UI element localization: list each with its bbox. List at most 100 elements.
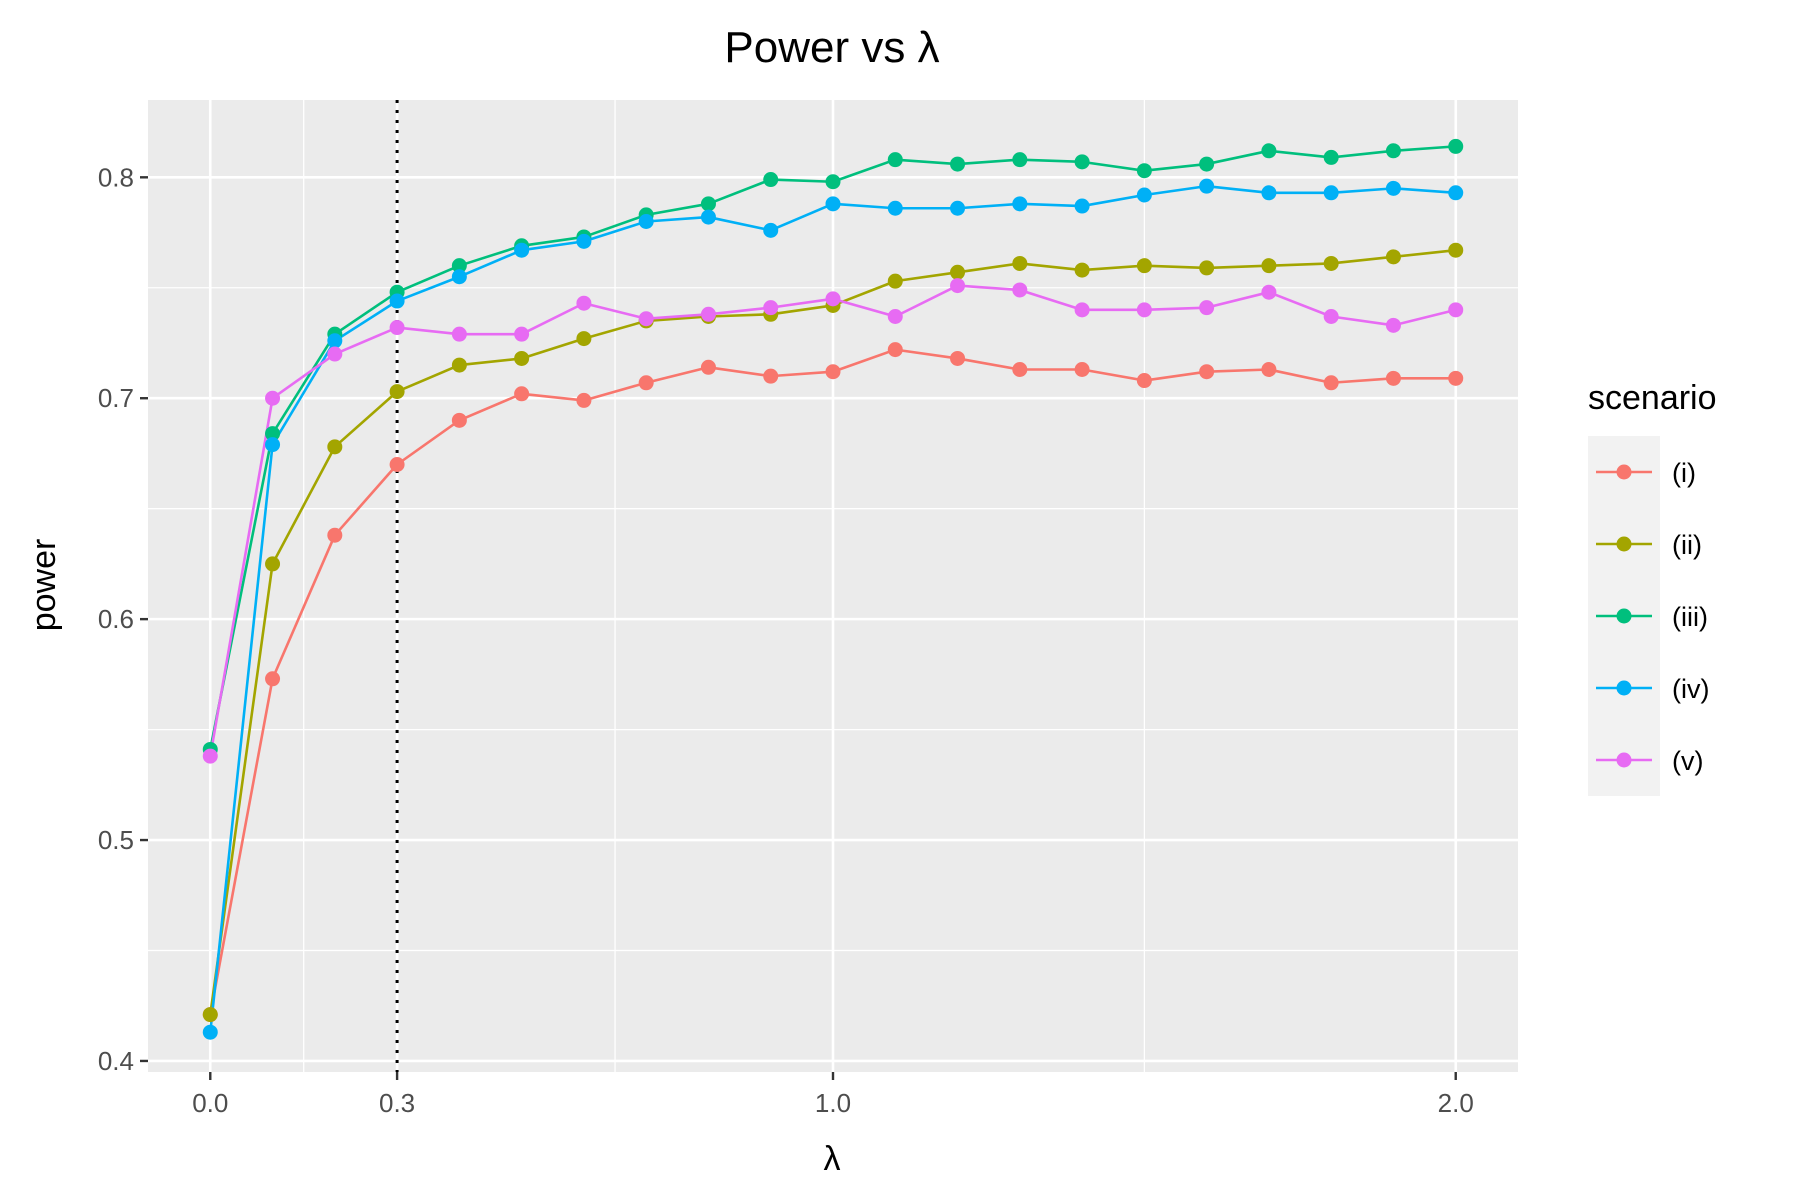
- data-point-iii: [1448, 138, 1464, 154]
- data-point-i: [1385, 370, 1401, 386]
- x-axis-label: λ: [824, 1140, 841, 1178]
- data-point-v: [514, 326, 530, 342]
- data-point-v: [1448, 302, 1464, 318]
- legend: scenario (i) (ii) (iii) (iv) (v): [1588, 379, 1717, 796]
- data-point-iii: [887, 152, 903, 168]
- y-tick-label: 0.7: [98, 383, 134, 413]
- legend-label: (iv): [1672, 674, 1709, 704]
- data-point-iii: [700, 196, 716, 212]
- legend-title: scenario: [1588, 379, 1717, 417]
- data-point-ii: [202, 1007, 218, 1023]
- x-tick-label: 0.0: [192, 1088, 228, 1118]
- data-point-v: [1323, 308, 1339, 324]
- data-point-iv: [700, 209, 716, 225]
- data-point-v: [700, 306, 716, 322]
- legend-label: (i): [1672, 458, 1696, 488]
- data-point-i: [763, 368, 779, 384]
- data-point-i: [265, 671, 281, 687]
- data-point-iv: [1199, 178, 1215, 194]
- data-point-iii: [1199, 156, 1215, 172]
- data-point-v: [202, 748, 218, 764]
- data-point-i: [389, 457, 405, 472]
- data-point-v: [451, 326, 467, 342]
- y-tick-label: 0.8: [98, 162, 134, 192]
- data-point-ii: [1385, 249, 1401, 265]
- data-point-iv: [825, 196, 841, 212]
- data-point-ii: [1448, 242, 1464, 258]
- legend-items: (i) (ii) (iii) (iv) (v): [1596, 458, 1709, 776]
- data-point-iv: [1323, 185, 1339, 201]
- data-point-ii: [389, 384, 405, 400]
- data-point-v: [825, 291, 841, 307]
- legend-item-ii: (ii): [1596, 530, 1702, 560]
- data-point-i: [514, 386, 530, 402]
- data-point-iii: [1323, 149, 1339, 165]
- x-tick-label: 2.0: [1438, 1088, 1474, 1118]
- data-point-ii: [1199, 260, 1215, 276]
- data-point-i: [1136, 373, 1152, 389]
- data-point-iv: [327, 333, 343, 349]
- data-point-i: [638, 375, 654, 391]
- data-point-iii: [451, 258, 467, 274]
- data-point-iii: [1385, 143, 1401, 159]
- axis-tick-labels: 0.0 0.3 1.0 2.0 0.4 0.5 0.6 0.7 0.8: [98, 162, 1474, 1118]
- data-point-v: [1199, 300, 1215, 316]
- data-point-i: [327, 527, 343, 543]
- data-point-v: [638, 311, 654, 327]
- y-tick-label: 0.6: [98, 604, 134, 634]
- data-point-ii: [451, 357, 467, 373]
- data-point-iv: [1448, 185, 1464, 201]
- data-point-v: [1261, 284, 1277, 300]
- data-point-v: [576, 295, 592, 311]
- data-point-iv: [451, 269, 467, 285]
- data-point-iv: [950, 200, 966, 216]
- data-point-v: [265, 390, 281, 406]
- data-point-iv: [576, 233, 592, 249]
- legend-item-v: (v): [1596, 746, 1703, 776]
- chart-title: Power vs λ: [724, 23, 939, 72]
- data-point-iv: [887, 200, 903, 216]
- data-point-ii: [265, 556, 281, 572]
- axis-ticks: [140, 176, 1457, 1080]
- data-point-i: [451, 412, 467, 428]
- legend-key-point: [1616, 680, 1632, 696]
- x-tick-label: 0.3: [379, 1088, 415, 1118]
- data-point-i: [1199, 364, 1215, 380]
- data-point-iii: [265, 426, 281, 442]
- data-point-iii: [1136, 163, 1152, 179]
- data-point-ii: [1136, 258, 1152, 274]
- data-point-v: [887, 308, 903, 324]
- data-point-v: [1385, 317, 1401, 333]
- data-point-iii: [950, 156, 966, 172]
- data-point-iv: [1385, 180, 1401, 196]
- y-tick-label: 0.4: [98, 1046, 134, 1076]
- data-point-ii: [887, 273, 903, 289]
- data-point-iii: [1074, 154, 1090, 170]
- data-point-i: [576, 392, 592, 408]
- data-point-ii: [514, 350, 530, 366]
- data-point-iv: [514, 242, 530, 258]
- data-point-iii: [763, 172, 779, 188]
- legend-key-point: [1616, 752, 1632, 768]
- data-point-iv: [1012, 196, 1028, 212]
- data-point-v: [950, 278, 966, 294]
- data-point-ii: [950, 264, 966, 280]
- y-tick-label: 0.5: [98, 825, 134, 855]
- data-point-v: [763, 300, 779, 316]
- legend-key-point: [1616, 536, 1632, 552]
- legend-label: (iii): [1672, 602, 1708, 632]
- data-point-ii: [1323, 255, 1339, 271]
- data-point-iv: [1136, 187, 1152, 203]
- data-point-iii: [825, 174, 841, 190]
- data-point-i: [950, 350, 966, 366]
- data-point-iv: [389, 293, 405, 309]
- x-tick-label: 1.0: [815, 1088, 851, 1118]
- data-point-iii: [1261, 143, 1277, 159]
- data-point-v: [1074, 302, 1090, 318]
- legend-label: (v): [1672, 746, 1703, 776]
- data-point-v: [1012, 282, 1028, 298]
- data-point-iii: [1012, 152, 1028, 168]
- data-point-ii: [327, 439, 343, 455]
- data-point-ii: [1074, 262, 1090, 278]
